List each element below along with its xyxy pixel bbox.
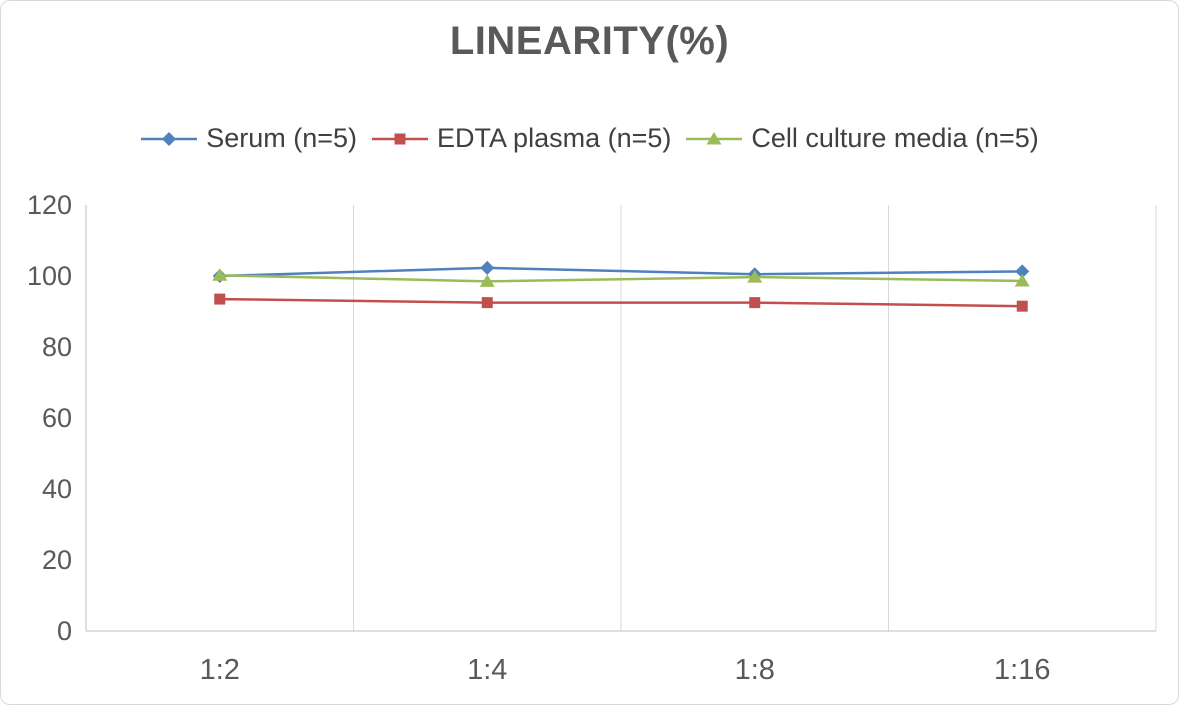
- serum-diamond-marker-icon: [141, 131, 198, 146]
- data-point-edta-plasma-n-5: [214, 293, 226, 305]
- y-tick-label: 60: [42, 403, 72, 433]
- data-point-edta-plasma-n-5: [749, 297, 761, 309]
- edta-plasma-n-5-legend-marker: [394, 133, 406, 144]
- legend-label-edta-plasma: EDTA plasma (n=5): [437, 123, 672, 153]
- y-tick-label: 100: [27, 261, 72, 291]
- legend-label-serum: Serum (n=5): [206, 123, 358, 153]
- data-point-cell-culture-media-n-5: [212, 268, 228, 281]
- y-tick-label: 80: [42, 332, 72, 362]
- series-line-serum-n-5: [219, 266, 1023, 278]
- legend-item-serum: Serum (n=5): [140, 123, 357, 154]
- y-tick-label: 20: [42, 545, 72, 575]
- serum-n-5-legend-marker: [162, 131, 177, 146]
- data-point-serum-n-5: [480, 260, 495, 275]
- data-point-edta-plasma-n-5: [1016, 300, 1028, 312]
- x-tick-label: 1:2: [200, 654, 240, 686]
- y-tick-label: 120: [27, 190, 72, 220]
- legend-item-cell-culture-media: Cell culture media (n=5): [685, 123, 1039, 154]
- chart-title: LINEARITY(%): [449, 19, 730, 63]
- series-line-edta-plasma-n-5: [219, 297, 1023, 308]
- data-point-cell-culture-media-n-5: [479, 274, 495, 287]
- data-point-edta-plasma-n-5: [481, 297, 493, 309]
- cell-culture-media-n-5-legend-marker: [706, 131, 722, 144]
- cell-culture-media-triangle-marker-icon: [686, 131, 743, 144]
- y-tick-label: 40: [42, 474, 72, 504]
- y-tick-label: 0: [57, 616, 72, 646]
- x-tick-label: 1:4: [467, 654, 507, 686]
- series-line-cell-culture-media-n-5: [219, 274, 1023, 283]
- x-tick-label: 1:16: [994, 654, 1050, 686]
- x-tick-label: 1:8: [735, 654, 775, 686]
- plot-area: 0 20 40 60 80 100 120 1:2 1:4 1:8 1:16: [27, 190, 1157, 686]
- legend-label-cell-culture-media: Cell culture media (n=5): [751, 123, 1039, 153]
- data-point-serum-n-5: [1015, 264, 1030, 279]
- legend-item-edta-plasma: EDTA plasma (n=5): [371, 123, 671, 154]
- data-point-cell-culture-media-n-5: [747, 270, 763, 283]
- data-point-cell-culture-media-n-5: [1014, 273, 1030, 287]
- chart-legend: Serum (n=5) EDTA plasma (n=5) Cell cultu…: [1, 123, 1178, 154]
- edta-plasma-square-marker-icon: [372, 133, 429, 144]
